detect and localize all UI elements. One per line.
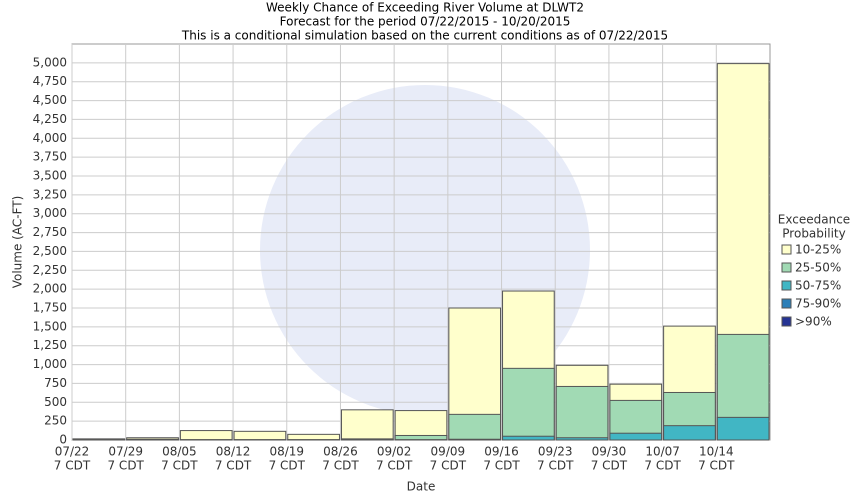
x-tick-label: 08/26 — [323, 445, 358, 459]
chart-title: Forecast for the period 07/22/2015 - 10/… — [280, 15, 571, 29]
x-tick-label: 10/07 — [645, 445, 680, 459]
bar — [663, 425, 716, 441]
y-tick-label: 5,000 — [33, 55, 67, 69]
x-tick-label: 10/14 — [699, 445, 734, 459]
x-tick-label: 08/19 — [269, 445, 304, 459]
x-tick-label: 08/05 — [162, 445, 197, 459]
x-tick-label: 09/30 — [592, 445, 627, 459]
y-tick-label: 250 — [44, 414, 67, 428]
legend-label: 10-25% — [795, 243, 841, 257]
y-tick-label: 500 — [44, 395, 67, 409]
bar — [609, 432, 663, 441]
x-tick-sublabel: 7 CDT — [483, 459, 520, 473]
x-tick-label: 08/12 — [216, 445, 251, 459]
legend-swatch — [781, 262, 792, 273]
x-tick-sublabel: 7 CDT — [107, 459, 144, 473]
y-tick-label: 3,000 — [33, 206, 67, 220]
bar — [179, 430, 233, 441]
bar — [233, 430, 287, 441]
y-tick-label: 4,000 — [33, 131, 67, 145]
y-tick-label: 0 — [59, 433, 67, 447]
legend-title: Exceedance — [778, 213, 850, 227]
bar — [555, 437, 609, 441]
x-tick-sublabel: 7 CDT — [215, 459, 252, 473]
x-tick-sublabel: 7 CDT — [54, 459, 91, 473]
y-tick-label: 750 — [44, 376, 67, 390]
x-tick-sublabel: 7 CDT — [537, 459, 574, 473]
bar — [502, 367, 555, 441]
x-tick-label: 09/16 — [484, 445, 519, 459]
y-tick-label: 1,000 — [33, 357, 67, 371]
y-tick-label: 1,500 — [33, 319, 67, 333]
legend-swatch — [781, 244, 792, 255]
x-tick-sublabel: 7 CDT — [698, 459, 735, 473]
y-tick-label: 2,750 — [33, 225, 67, 239]
x-tick-sublabel: 7 CDT — [376, 459, 413, 473]
x-axis-label: Date — [407, 480, 436, 494]
legend-title: Probability — [782, 227, 845, 241]
y-axis-label: Volume (AC-FT) — [11, 196, 25, 289]
chart-title: This is a conditional simulation based o… — [181, 29, 668, 43]
y-tick-label: 3,250 — [33, 187, 67, 201]
bar — [448, 413, 502, 441]
y-tick-label: 3,750 — [33, 150, 67, 164]
x-tick-sublabel: 7 CDT — [161, 459, 198, 473]
x-tick-label: 07/22 — [55, 445, 90, 459]
legend-swatch — [781, 280, 792, 291]
y-tick-label: 3,500 — [33, 169, 67, 183]
x-tick-label: 09/23 — [538, 445, 573, 459]
y-tick-label: 4,250 — [33, 112, 67, 126]
x-tick-label: 07/29 — [108, 445, 143, 459]
x-tick-sublabel: 7 CDT — [591, 459, 628, 473]
x-tick-label: 09/09 — [431, 445, 466, 459]
chart-title: Weekly Chance of Exceeding River Volume … — [266, 1, 584, 15]
y-tick-label: 1,750 — [33, 301, 67, 315]
legend-swatch — [781, 316, 792, 327]
x-tick-sublabel: 7 CDT — [644, 459, 681, 473]
legend-swatch — [781, 298, 792, 309]
bar — [502, 435, 555, 441]
x-tick-sublabel: 7 CDT — [430, 459, 467, 473]
y-tick-label: 2,000 — [33, 282, 67, 296]
y-tick-label: 4,750 — [33, 74, 67, 88]
y-tick-label: 2,250 — [33, 263, 67, 277]
legend-label: 50-75% — [795, 279, 841, 293]
bar — [448, 438, 502, 441]
y-tick-label: 4,500 — [33, 93, 67, 107]
bar — [716, 416, 770, 441]
legend-label: >90% — [795, 315, 832, 329]
legend-label: 25-50% — [795, 261, 841, 275]
bar — [555, 385, 609, 441]
x-tick-sublabel: 7 CDT — [269, 459, 306, 473]
x-tick-label: 09/02 — [377, 445, 412, 459]
legend-label: 75-90% — [795, 297, 841, 311]
bar — [340, 409, 394, 441]
x-tick-sublabel: 7 CDT — [322, 459, 359, 473]
y-tick-label: 2,500 — [33, 244, 67, 258]
y-tick-label: 1,250 — [33, 338, 67, 352]
